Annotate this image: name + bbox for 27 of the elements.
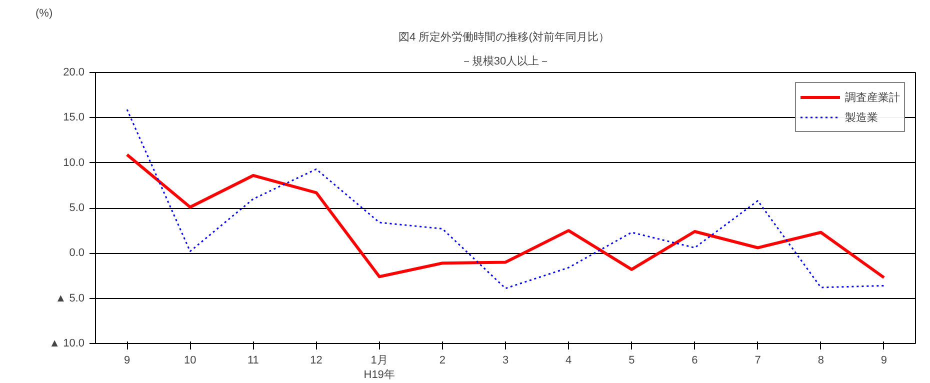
x-tick-label: 10: [184, 354, 196, 366]
line-series: [126, 108, 885, 290]
y-tick-label: 5.0: [69, 202, 85, 214]
x-tick-label: 11: [247, 354, 259, 366]
y-tick-label: 0.0: [69, 247, 85, 260]
y-tick-label: ▲ 10.0: [49, 338, 85, 350]
chart-subtitle: －規模30人以上－: [460, 54, 550, 68]
x-tick-label: 1月 H19年: [364, 354, 395, 381]
x-tick-label: 8: [818, 354, 824, 366]
legend-label: 調査産業計: [845, 90, 900, 104]
y-tick-label: 10.0: [63, 156, 85, 169]
x-tick-label: 4: [566, 354, 572, 366]
x-tick-label: 6: [692, 354, 698, 366]
y-axis-title: (%): [36, 8, 53, 20]
x-tick-label: 9: [124, 354, 130, 366]
line-series: [126, 153, 886, 280]
x-tick-label: 3: [502, 354, 509, 366]
x-tick-label: 12: [310, 354, 322, 366]
x-tick-label: 7: [754, 354, 761, 366]
chart-title: 図4 所定外労働時間の推移(対前年同月比）: [398, 30, 610, 44]
y-tick-label: 20.0: [63, 66, 85, 78]
legend-label: 製造業: [845, 110, 878, 124]
x-tick-label: 2: [439, 354, 446, 366]
y-tick-label: 15.0: [63, 112, 85, 124]
y-tick-label: ▲ 5.0: [55, 292, 85, 304]
x-tick-label: 5: [628, 354, 635, 366]
x-tick-label: 9: [880, 354, 888, 366]
